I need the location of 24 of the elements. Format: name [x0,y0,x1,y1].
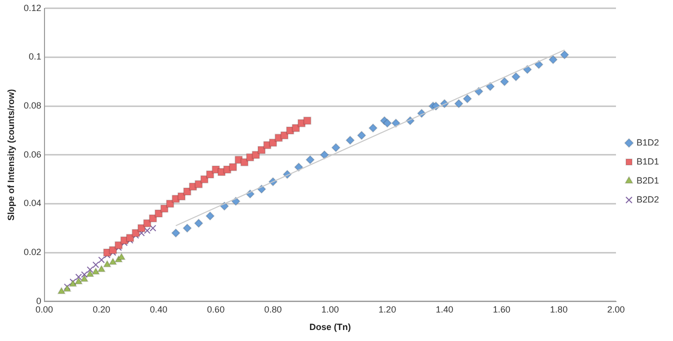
x-tick-label: 0.20 [92,304,110,314]
x-tick-label: 1.80 [550,304,568,314]
x-tick-label: 0.80 [264,304,282,314]
x-tick-label: 0.40 [150,304,168,314]
y-tick-label: 0.1 [28,52,42,62]
y-tick-label: 0.06 [24,149,42,160]
legend-label: B2D1 [636,175,659,186]
x-tick-label: 0.00 [36,304,54,314]
x-tick-label: 2.00 [607,304,625,314]
x-tick-label: 1.20 [378,304,396,314]
x-tick-label: 1.60 [492,304,510,314]
legend-label: B1D1 [636,156,659,166]
legend-label: B1D2 [636,137,659,148]
x-tick-label: 0.60 [207,304,225,314]
y-tick-label: 0.02 [24,247,42,258]
x-axis-title: Dose (Tn) [309,322,351,332]
y-tick-label: 0.12 [24,2,42,13]
y-tick-label: 0 [36,296,42,306]
y-tick-label: 0.04 [24,198,42,208]
legend-label: B2D2 [636,194,659,204]
x-tick-label: 1.00 [321,304,339,314]
x-tick-label: 1.40 [436,304,454,314]
y-tick-label: 0.08 [24,100,42,111]
y-axis-title: Slope of Intensity (counts/row) [6,89,16,221]
